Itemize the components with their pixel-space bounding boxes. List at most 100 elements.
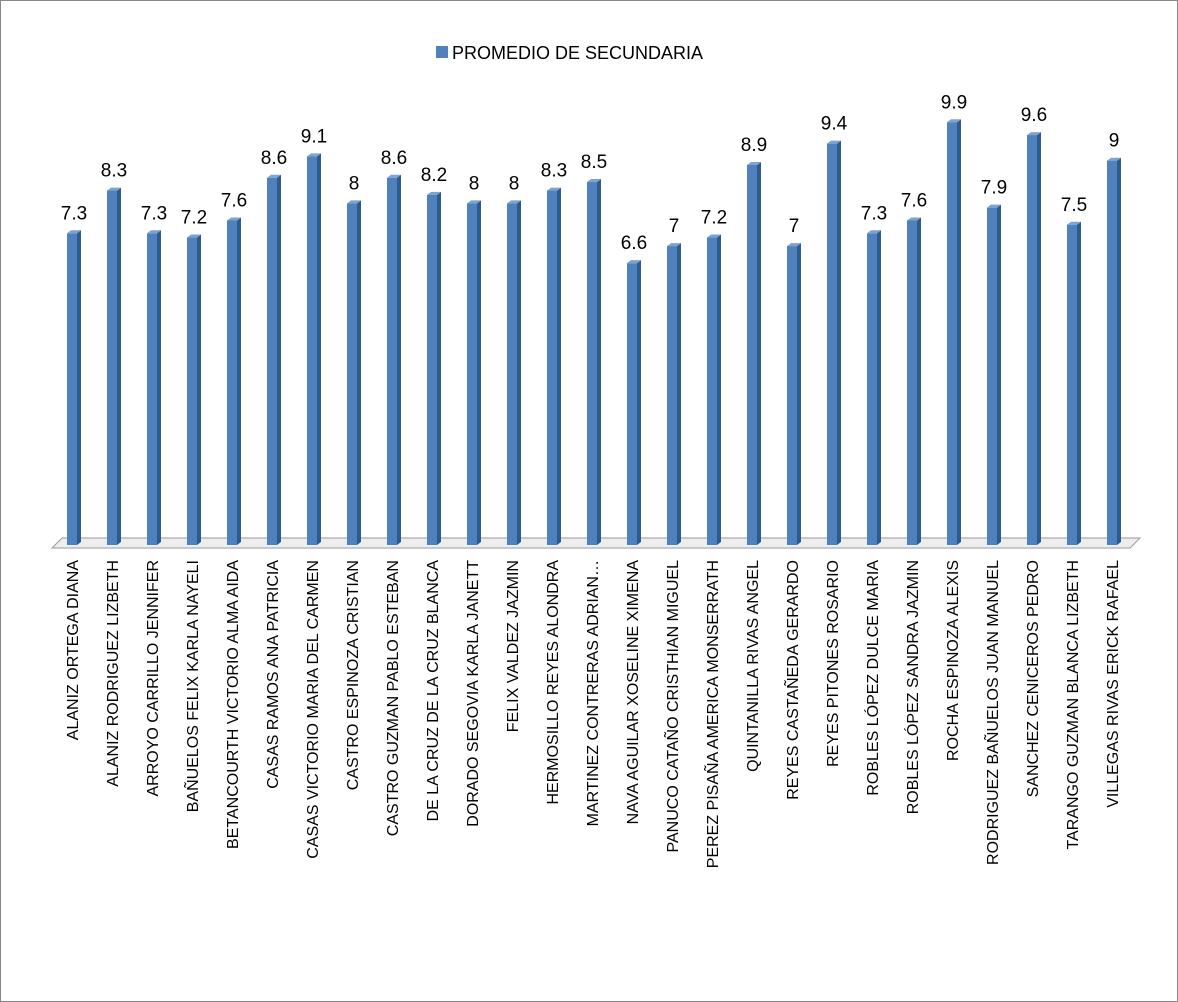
bar	[1067, 224, 1077, 545]
value-label: 7.3	[861, 203, 887, 224]
x-tick-label: REYES PITONES ROSARIO	[825, 560, 842, 767]
x-tick-label: CASAS VICTORIO MARIA DEL CARMEN	[305, 560, 322, 859]
bar	[947, 122, 957, 546]
value-label: 7.9	[981, 178, 1007, 199]
bar-top	[467, 200, 481, 204]
bar-side	[637, 260, 641, 545]
value-label: 7.6	[901, 190, 927, 211]
bar	[467, 203, 477, 545]
bar-top	[387, 174, 401, 178]
value-label: 8.9	[741, 135, 767, 156]
value-label: 6.6	[621, 233, 647, 254]
x-tick-label: RODRIGUEZ BAÑUELOS JUAN MANUEL	[982, 560, 1002, 865]
bar-side	[197, 234, 201, 545]
value-label: 8.3	[541, 161, 567, 182]
bar	[787, 246, 797, 545]
value-label: 7.5	[1061, 195, 1087, 216]
x-tick-label: VILLEGAS RIVAS ERICK RAFAEL	[1105, 560, 1122, 808]
bar-side	[837, 140, 841, 545]
bar	[427, 194, 437, 546]
bar	[547, 190, 557, 545]
bar-side	[77, 230, 81, 546]
bar-top	[1107, 157, 1121, 161]
bar	[987, 207, 997, 546]
value-label: 8	[349, 173, 360, 194]
bar-side	[157, 230, 161, 546]
bar	[307, 156, 317, 545]
bar-top	[987, 204, 1001, 208]
x-tick-label: DORADO SEGOVIA KARLA JANETT	[465, 560, 482, 827]
bar-top	[307, 153, 321, 157]
bar-top	[227, 217, 241, 221]
bar-side	[1037, 132, 1041, 545]
value-label: 8.2	[421, 165, 447, 186]
value-label: 7.2	[181, 208, 207, 229]
bar-top	[707, 234, 721, 238]
bar-top	[627, 260, 641, 264]
x-tick-label: CASAS RAMOS ANA PATRICIA	[265, 560, 282, 789]
value-label: 9.4	[821, 114, 848, 135]
bar-side	[437, 191, 441, 546]
bar-side	[357, 200, 361, 545]
bar	[387, 177, 397, 545]
bar	[227, 220, 237, 546]
x-tick-label: NAVA AGUILAR XOSELINE XIMENA	[625, 560, 642, 825]
bar-top	[907, 217, 921, 221]
bar-side	[517, 200, 521, 545]
bar-top	[547, 187, 561, 191]
bar-side	[917, 217, 921, 546]
bar	[627, 263, 637, 545]
bar-side	[237, 217, 241, 546]
bar	[107, 190, 117, 545]
bar-top	[107, 187, 121, 191]
bar-side	[477, 200, 481, 545]
x-tick-label: PEREZ PISAÑA AMERICA MONSERRATH	[702, 560, 722, 868]
x-tick-label: PANUCO CATAÑO CRISTHIAN MIGUEL	[662, 560, 682, 853]
bar	[667, 246, 677, 545]
value-label: 8.6	[381, 148, 407, 169]
bar	[747, 164, 757, 545]
x-tick-label: ARROYO CARRILLO JENNIFER	[145, 560, 162, 796]
value-label: 9.6	[1021, 105, 1047, 126]
bar	[267, 177, 277, 545]
value-label: 7	[669, 216, 680, 237]
x-tick-label: QUINTANILLA RIVAS ANGEL	[745, 560, 762, 772]
x-tick-label: ROBLES LÓPEZ SANDRA JAZMIN	[903, 560, 922, 814]
value-label: 8.5	[581, 152, 607, 173]
x-tick-label: DE LA CRUZ DE LA CRUZ BLANCA	[425, 560, 442, 822]
bar	[587, 182, 597, 546]
bar-side	[277, 174, 281, 545]
bar	[67, 233, 77, 546]
bar-top	[947, 119, 961, 123]
bar-top	[267, 174, 281, 178]
value-label: 9.9	[941, 92, 967, 113]
x-tick-label: BETANCOURTH VICTORIO ALMA AIDA	[225, 560, 242, 849]
bar	[507, 203, 517, 545]
bar-top	[147, 230, 161, 234]
x-tick-label: ALANIZ RODRIGUEZ LIZBETH	[105, 560, 122, 787]
value-label: 7.3	[141, 203, 167, 224]
bar-side	[117, 187, 121, 545]
bar-top	[667, 243, 681, 247]
bar-side	[397, 174, 401, 545]
bar-top	[867, 230, 881, 234]
bar-side	[757, 161, 761, 545]
x-tick-label: FELIX VALDEZ JAZMIN	[505, 560, 522, 732]
value-label: 7.6	[221, 190, 247, 211]
x-tick-label: CASTRO ESPINOZA CRISTIAN	[345, 560, 362, 790]
legend-swatch	[436, 46, 448, 58]
bar-side	[557, 187, 561, 545]
x-tick-label: HERMOSILLO REYES ALONDRA	[545, 560, 562, 805]
bar-side	[877, 230, 881, 546]
bar	[867, 233, 877, 546]
bar-top	[587, 179, 601, 183]
bar-side	[317, 153, 321, 545]
bar-side	[1117, 157, 1121, 545]
bar	[187, 237, 197, 545]
bar-side	[957, 119, 961, 546]
bar-top	[1027, 132, 1041, 136]
value-label: 7.3	[61, 203, 87, 224]
bar	[347, 203, 357, 545]
bar-top	[427, 191, 441, 195]
